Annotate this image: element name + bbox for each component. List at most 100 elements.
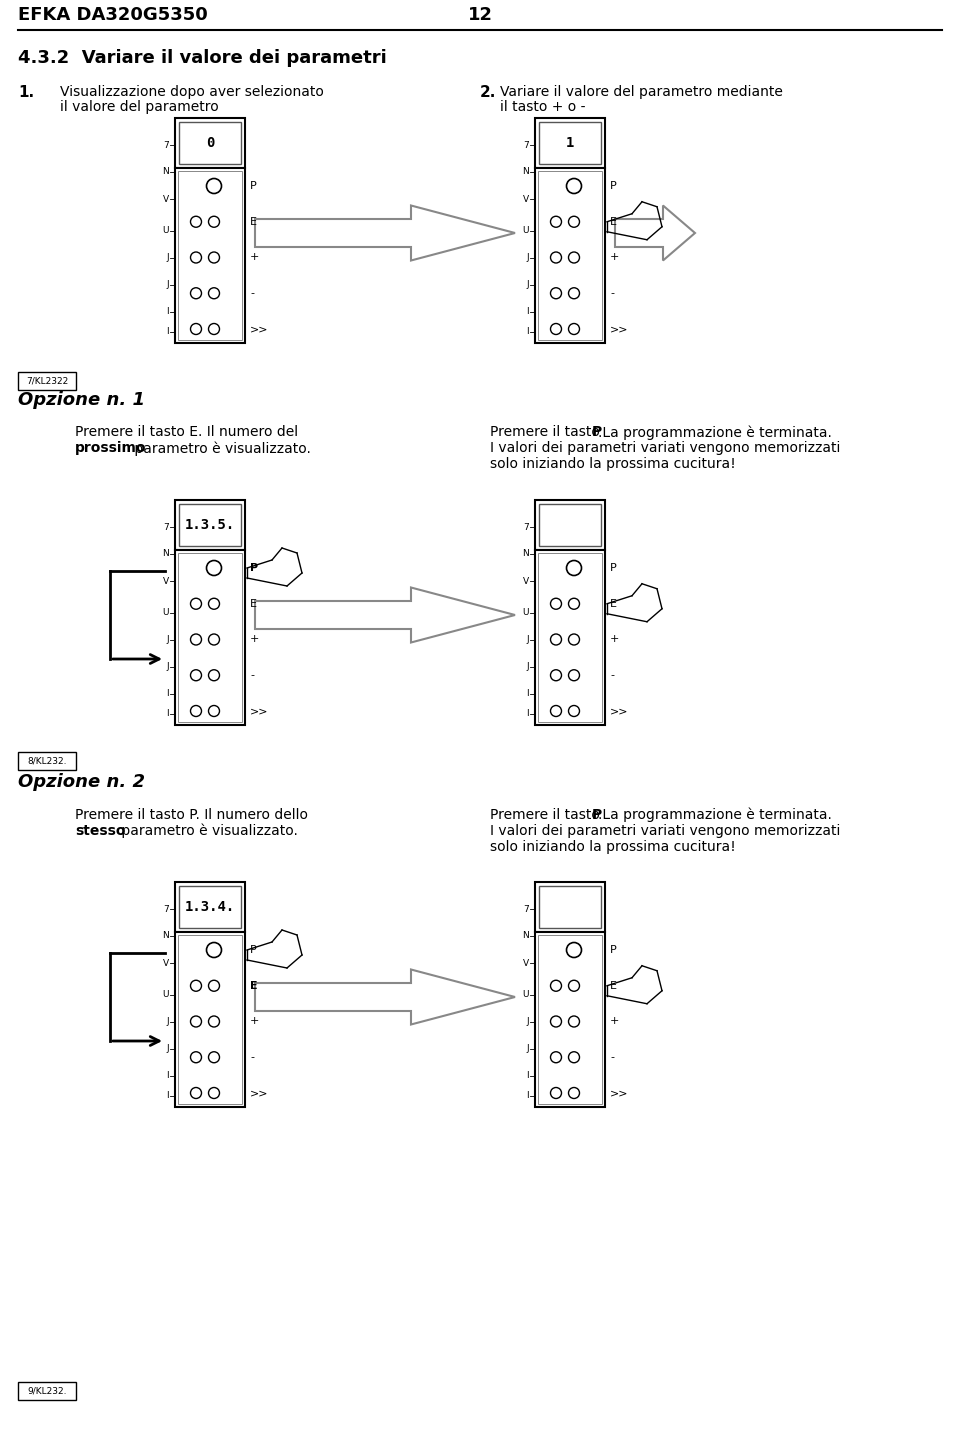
Bar (179, 504, 241, 547)
Text: -: - (250, 1052, 254, 1062)
Text: Premere il tasto: Premere il tasto (490, 425, 604, 439)
Text: 1.3.4.: 1.3.4. (185, 900, 235, 914)
Text: U: U (522, 226, 529, 235)
Bar (535, 550, 605, 726)
Text: prossimo: prossimo (75, 441, 147, 455)
Text: N: N (522, 550, 529, 558)
Bar (178, 934, 242, 1103)
Text: I: I (166, 1092, 169, 1100)
Text: +: + (250, 252, 259, 262)
Text: parametro è visualizzato.: parametro è visualizzato. (130, 441, 311, 455)
Bar (175, 881, 245, 932)
Text: 7: 7 (163, 522, 169, 531)
Text: U: U (162, 226, 169, 235)
Bar (175, 932, 245, 1108)
Text: -: - (610, 670, 614, 680)
Text: P: P (250, 180, 256, 190)
Text: >>: >> (250, 705, 269, 716)
Text: E: E (610, 980, 617, 990)
Bar (535, 881, 605, 932)
Bar (538, 934, 602, 1103)
Text: N: N (162, 167, 169, 176)
Bar (535, 499, 605, 550)
Text: J: J (166, 635, 169, 644)
Text: V: V (163, 959, 169, 967)
Text: Opzione n. 1: Opzione n. 1 (18, 391, 145, 409)
Text: I: I (166, 328, 169, 336)
Text: 7: 7 (523, 522, 529, 531)
Text: E: E (250, 598, 257, 608)
Text: J: J (166, 1017, 169, 1026)
Text: V: V (163, 195, 169, 203)
Bar (179, 122, 241, 165)
Bar (535, 932, 605, 1108)
Text: I: I (166, 308, 169, 316)
Text: 9/KL232.: 9/KL232. (27, 1387, 67, 1395)
Text: P: P (610, 944, 616, 954)
Text: N: N (162, 932, 169, 940)
Text: Premere il tasto: Premere il tasto (490, 809, 604, 821)
Bar (175, 499, 245, 550)
Text: >>: >> (610, 705, 629, 716)
Text: 4.3.2  Variare il valore dei parametri: 4.3.2 Variare il valore dei parametri (18, 49, 387, 67)
Text: I: I (526, 1070, 529, 1080)
Bar (538, 552, 602, 723)
Text: J: J (526, 280, 529, 289)
Text: solo iniziando la prossima cucitura!: solo iniziando la prossima cucitura! (490, 456, 735, 471)
Text: .La programmazione è terminata.: .La programmazione è terminata. (598, 809, 832, 823)
Text: il valore del parametro: il valore del parametro (60, 100, 219, 114)
Text: V: V (523, 577, 529, 585)
Text: E: E (250, 216, 257, 226)
Text: I: I (166, 710, 169, 718)
Bar (175, 550, 245, 726)
Bar (178, 170, 242, 341)
Text: +: + (250, 1016, 259, 1026)
Text: Opzione n. 2: Opzione n. 2 (18, 773, 145, 791)
Text: I: I (526, 308, 529, 316)
Text: I valori dei parametri variati vengono memorizzati: I valori dei parametri variati vengono m… (490, 441, 840, 455)
Polygon shape (255, 206, 515, 260)
Bar (178, 552, 242, 723)
Bar (538, 170, 602, 341)
Bar (18, 1382, 76, 1400)
Bar (175, 117, 245, 167)
Bar (18, 753, 76, 770)
Text: J: J (166, 663, 169, 671)
Text: N: N (522, 167, 529, 176)
Text: E: E (610, 216, 617, 226)
Text: J: J (526, 635, 529, 644)
Text: U: U (522, 608, 529, 617)
Bar (18, 372, 76, 391)
Text: 7: 7 (163, 904, 169, 913)
Text: U: U (522, 990, 529, 999)
Text: E: E (250, 980, 257, 990)
Text: J: J (166, 280, 169, 289)
Text: +: + (610, 634, 619, 644)
Text: I valori dei parametri variati vengono memorizzati: I valori dei parametri variati vengono m… (490, 824, 840, 839)
Text: I: I (526, 328, 529, 336)
Text: Visualizzazione dopo aver selezionato: Visualizzazione dopo aver selezionato (60, 84, 324, 99)
Text: >>: >> (610, 1088, 629, 1098)
Text: I: I (166, 1070, 169, 1080)
Text: -: - (610, 288, 614, 298)
Text: P: P (610, 562, 616, 572)
Text: -: - (610, 1052, 614, 1062)
Text: 7: 7 (523, 140, 529, 149)
Text: solo iniziando la prossima cucitura!: solo iniziando la prossima cucitura! (490, 840, 735, 854)
Text: P: P (592, 425, 602, 439)
Text: U: U (162, 990, 169, 999)
Text: P: P (610, 180, 616, 190)
Text: 1.3.5.: 1.3.5. (185, 518, 235, 532)
Text: 1: 1 (565, 136, 574, 150)
Text: I: I (526, 710, 529, 718)
Text: parametro è visualizzato.: parametro è visualizzato. (117, 824, 298, 839)
Text: 7: 7 (523, 904, 529, 913)
Text: I: I (526, 688, 529, 698)
Text: J: J (526, 253, 529, 262)
Text: J: J (166, 1045, 169, 1053)
Text: P: P (592, 809, 602, 821)
Text: P: P (250, 944, 256, 954)
Text: >>: >> (610, 323, 629, 333)
Text: 12: 12 (468, 6, 492, 24)
Polygon shape (615, 206, 695, 260)
